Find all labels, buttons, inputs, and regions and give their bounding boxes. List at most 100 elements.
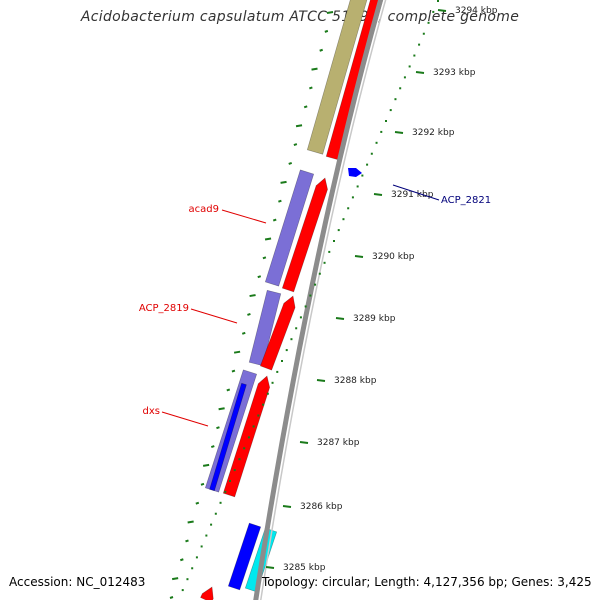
gc-skew-tick (257, 275, 262, 279)
gene-label-acad9: acad9 (189, 204, 219, 215)
ruler-tick-label: 3294 kbp (455, 6, 498, 16)
backbone-highlight (260, 0, 387, 600)
backbone-line (253, 0, 384, 600)
ruler-major-tick (373, 193, 383, 196)
ruler-dot (328, 250, 331, 253)
ruler-dot (233, 469, 236, 472)
gc-skew-tick (295, 124, 303, 128)
gc-skew-tick (202, 463, 210, 467)
topology-summary: Topology: circular; Length: 4,127,356 bp… (262, 575, 592, 589)
gc-skew-tick (185, 539, 189, 543)
ruler-dot (337, 229, 340, 232)
ruler-dot (210, 523, 213, 526)
ruler-dot (380, 130, 383, 133)
ruler-major-tick (394, 131, 404, 134)
ruler-dot (304, 305, 307, 308)
ruler-dot (427, 21, 430, 24)
ruler-dot (295, 327, 298, 330)
ruler-dot (299, 316, 302, 319)
ruler-major-tick (335, 317, 345, 320)
ruler-dot (200, 545, 203, 548)
ruler-dot (205, 534, 208, 537)
ruler-dot (191, 567, 194, 570)
ruler-dot (252, 425, 255, 428)
gc-skew-tick (280, 180, 287, 184)
dxs-reverse-strip (209, 382, 247, 492)
ruler-dot (399, 87, 402, 90)
ruler-dot (314, 283, 317, 286)
ruler-dot (408, 65, 411, 68)
gc-skew-tick (311, 67, 318, 71)
ruler-tick-label: 3287 kbp (317, 438, 360, 448)
ruler-tick-label: 3289 kbp (353, 314, 396, 324)
ruler-dot (219, 501, 222, 504)
gc-skew-tick (293, 143, 298, 147)
reverse-cds-bottom (227, 522, 262, 591)
gc-skew-tick (216, 426, 220, 430)
gc-skew-tick (218, 407, 225, 411)
gc-skew-tick (262, 256, 267, 260)
ruler-dot (394, 98, 397, 101)
gene-leader-line (190, 308, 238, 324)
ruler-dot (318, 272, 321, 275)
gc-skew-tick (233, 350, 241, 354)
ruler-major-tick (299, 441, 309, 444)
ruler-dot (243, 447, 246, 450)
gc-skew-tick (231, 369, 236, 373)
ruler-dot (370, 152, 373, 155)
ruler-dot (247, 436, 250, 439)
ruler-dot (385, 120, 387, 122)
ruler-dot (214, 512, 217, 515)
gc-skew-tick (195, 501, 200, 505)
gene-label-dxs: dxs (143, 406, 160, 417)
gc-skew-tick (303, 105, 308, 109)
ruler-dot (418, 43, 421, 46)
feature-track (200, 0, 384, 600)
ruler-dot (195, 556, 198, 559)
ruler-dot (271, 381, 274, 384)
gene-label-acp_2819: ACP_2819 (139, 303, 189, 314)
gc-skew-tick (180, 558, 184, 562)
gc-skew-tick (241, 331, 246, 335)
ruler-dot (432, 10, 435, 13)
ruler-dot (375, 141, 378, 144)
ruler-major-tick (265, 566, 275, 569)
gene-label-acp_2821: ACP_2821 (441, 195, 491, 206)
gene-leader-line (221, 209, 267, 224)
ruler-major-tick (316, 379, 326, 382)
acad9-feature-bar (264, 169, 315, 287)
ruler-major-tick (415, 71, 425, 74)
ruler-major-tick (282, 505, 292, 508)
ruler-dot (229, 480, 231, 482)
ruler-dot (281, 360, 283, 362)
ruler-dot (224, 490, 227, 493)
ruler-dot (356, 185, 359, 188)
kbp-ruler: 3294 kbp 3293 kbp 3292 kbp 3291 kbp 3290 kbp… (181, 0, 498, 592)
gc-skew-tick (226, 388, 231, 392)
ruler-dot (290, 338, 293, 341)
ruler-dot (403, 76, 406, 79)
gene-leader-line (161, 411, 209, 427)
ruler-dot (323, 261, 326, 264)
ruler-major-tick (437, 9, 447, 12)
ruler-dot (413, 54, 416, 57)
acp-2821-feature (348, 168, 362, 177)
gc-skew-tick (326, 11, 334, 14)
gc-skew-tick (309, 86, 313, 90)
ruler-dot (238, 458, 241, 461)
ruler-major-tick (354, 255, 364, 258)
gc-skew-tick (324, 29, 329, 33)
accession-label: Accession: NC_012483 (9, 575, 146, 589)
ruler-tick-label: 3285 kbp (283, 563, 326, 573)
forward-cds-acad9 (281, 177, 328, 293)
gc-skew-tick (249, 294, 256, 298)
ruler-dot (351, 196, 354, 199)
ruler-dot (333, 240, 335, 242)
ruler-dot (266, 392, 269, 395)
gc-skew-tick (187, 520, 194, 524)
gc-skew-tick (171, 577, 179, 581)
gc-skew-tick (264, 237, 272, 241)
gc-skew-tick (200, 482, 205, 486)
